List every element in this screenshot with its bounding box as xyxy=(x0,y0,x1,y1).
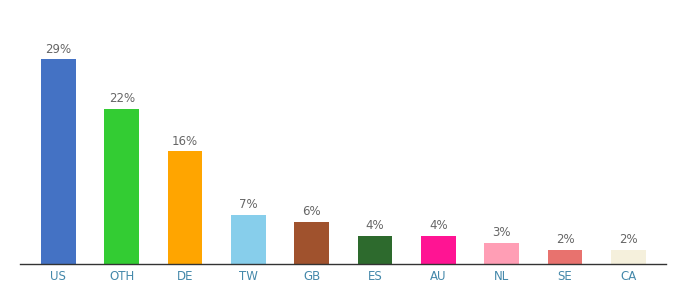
Bar xyxy=(484,243,519,264)
Text: 2%: 2% xyxy=(556,233,575,246)
Bar xyxy=(231,214,266,264)
Text: 7%: 7% xyxy=(239,198,258,211)
Text: 3%: 3% xyxy=(492,226,511,239)
Text: 6%: 6% xyxy=(303,205,321,218)
Bar xyxy=(547,250,583,264)
Bar xyxy=(104,109,139,264)
Text: 29%: 29% xyxy=(46,43,71,56)
Bar xyxy=(421,236,456,264)
Text: 4%: 4% xyxy=(429,219,447,232)
Bar xyxy=(611,250,646,264)
Text: 16%: 16% xyxy=(172,134,198,148)
Text: 4%: 4% xyxy=(366,219,384,232)
Text: 22%: 22% xyxy=(109,92,135,105)
Bar xyxy=(358,236,392,264)
Bar xyxy=(294,222,329,264)
Bar xyxy=(168,151,203,264)
Bar xyxy=(41,59,75,264)
Text: 2%: 2% xyxy=(619,233,638,246)
